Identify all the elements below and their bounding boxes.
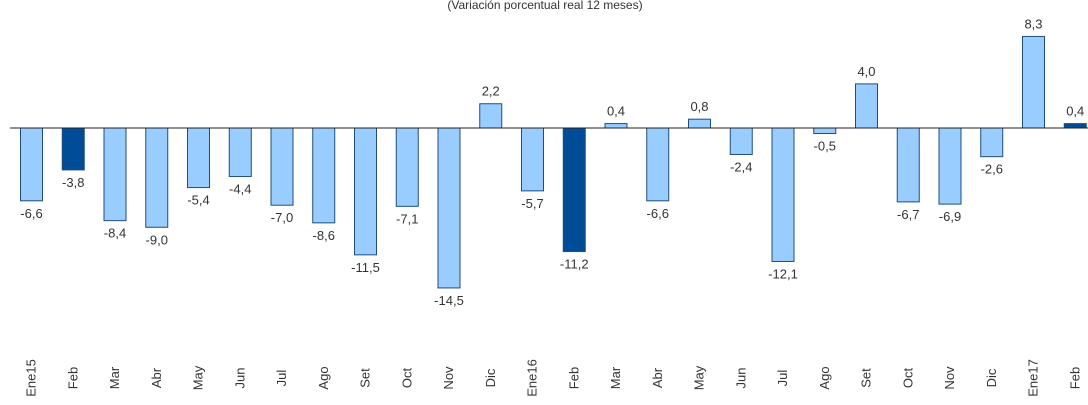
- value-label: -2,6: [981, 162, 1003, 177]
- x-tick-label: Mar: [107, 366, 122, 389]
- x-tick-label: Ago: [316, 366, 331, 389]
- x-tick-label: Abr: [149, 367, 164, 388]
- x-tick-label: Abr: [650, 367, 665, 388]
- x-tick-label: Set: [358, 368, 373, 388]
- bar: [813, 127, 837, 135]
- x-tick-label: Jun: [733, 368, 748, 389]
- x-tick-label: Nov: [942, 366, 957, 390]
- value-label: -5,4: [187, 193, 209, 208]
- x-tick-label: Nov: [441, 366, 456, 390]
- x-tick-label: Ene16: [525, 359, 540, 397]
- x-tick-label: Mar: [608, 366, 623, 389]
- value-label: -12,1: [768, 266, 798, 281]
- value-label: -7,1: [396, 211, 418, 226]
- x-tick-label: Feb: [566, 367, 581, 389]
- value-label: 0,4: [607, 104, 625, 119]
- bar: [521, 127, 544, 192]
- bar: [562, 127, 586, 253]
- x-tick-label: Jun: [232, 368, 247, 389]
- value-label: 4,0: [857, 64, 875, 79]
- x-tick-label: Ene15: [24, 359, 39, 397]
- x-tick-label: Oct: [399, 368, 414, 389]
- bar: [1022, 35, 1045, 129]
- bar: [604, 123, 628, 129]
- bar: [1063, 123, 1087, 129]
- bar: [646, 127, 670, 202]
- bar: [855, 83, 878, 129]
- x-tick-label: Jul: [775, 370, 790, 387]
- bar: [312, 127, 336, 224]
- x-tick-label: Ene17: [1026, 359, 1041, 397]
- bar: [270, 127, 294, 206]
- bar: [103, 127, 127, 222]
- value-label: -6,6: [20, 206, 42, 221]
- value-label: -2,4: [730, 159, 752, 174]
- bar: [980, 127, 1004, 158]
- bar: [479, 103, 503, 129]
- x-tick-label: Feb: [65, 367, 80, 389]
- bar: [20, 127, 43, 202]
- x-tick-label: May: [191, 365, 206, 390]
- value-label: -8,6: [313, 228, 335, 243]
- x-tick-label: Oct: [900, 368, 915, 389]
- value-label: -14,5: [434, 293, 464, 308]
- bar: [938, 127, 962, 205]
- value-label: 0,8: [690, 99, 708, 114]
- x-tick-label: Set: [859, 368, 874, 388]
- value-label: -7,0: [271, 210, 293, 225]
- bar: [61, 127, 85, 171]
- value-label: -11,2: [560, 257, 589, 272]
- x-tick-label: Ago: [817, 366, 832, 389]
- value-label: -6,6: [647, 206, 669, 221]
- value-label: -4,4: [229, 182, 251, 197]
- value-label: -3,8: [62, 175, 84, 190]
- value-label: 2,2: [482, 84, 500, 99]
- x-tick-label: Jul: [274, 370, 289, 387]
- value-label: -5,7: [521, 196, 543, 211]
- bar: [437, 127, 461, 289]
- x-tick-label: Dic: [483, 368, 498, 387]
- value-label: -9,0: [146, 232, 168, 247]
- bar: [729, 127, 753, 155]
- chart-subtitle: (Variación porcentual real 12 meses): [447, 0, 642, 12]
- value-label: 8,3: [1024, 16, 1042, 31]
- value-label: -11,5: [351, 260, 380, 275]
- bar: [187, 127, 210, 189]
- x-tick-label: Feb: [1067, 367, 1082, 389]
- x-tick-label: May: [692, 365, 707, 390]
- bar: [896, 127, 920, 203]
- value-label: -0,5: [814, 139, 836, 154]
- bar: [688, 118, 711, 129]
- x-tick-label: Dic: [984, 368, 999, 387]
- value-label: -8,4: [104, 226, 126, 241]
- value-label: -6,9: [939, 209, 961, 224]
- value-label: 0,4: [1066, 104, 1084, 119]
- value-label: -6,7: [897, 207, 919, 222]
- bar: [395, 127, 419, 207]
- bar: [228, 127, 252, 178]
- bar: [354, 127, 377, 256]
- bar: [145, 127, 169, 228]
- bar: [771, 127, 795, 262]
